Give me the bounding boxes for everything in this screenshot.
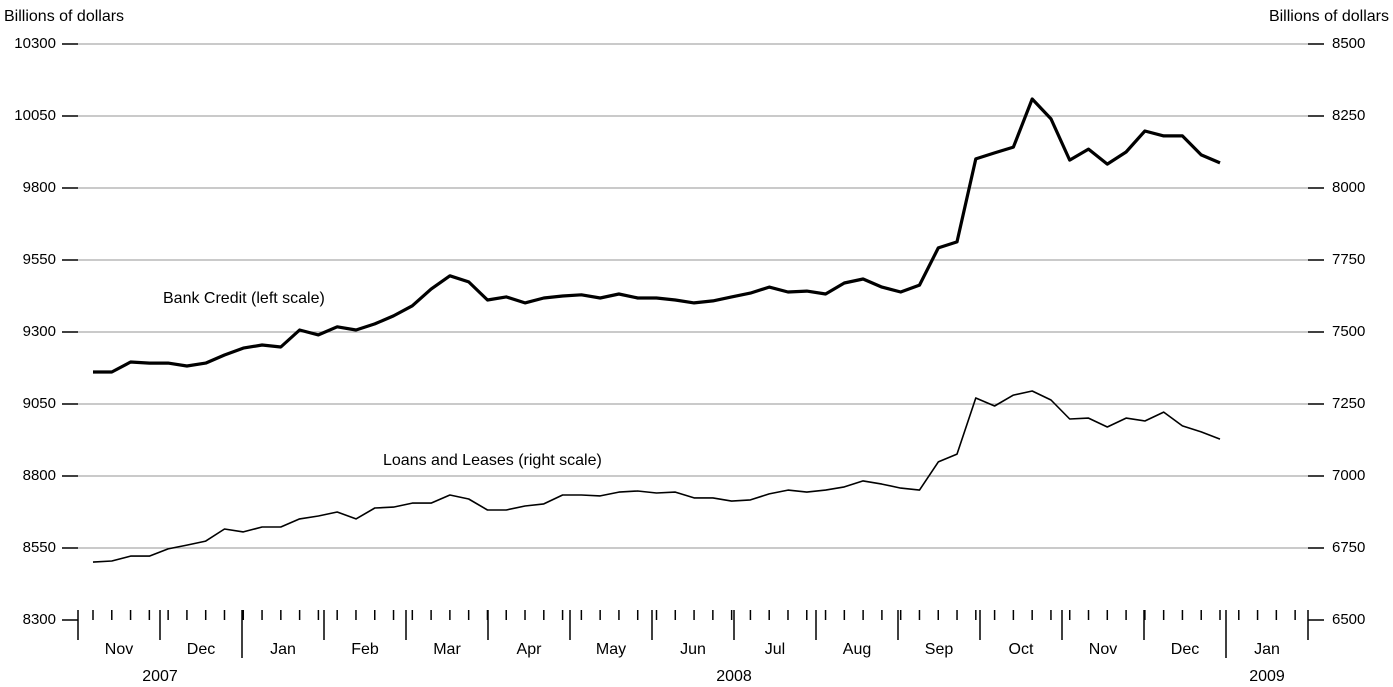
year-label: 2008 (716, 668, 752, 685)
y2-tick-label: 6750 (1332, 539, 1365, 556)
x-tick-label: Apr (517, 641, 543, 658)
y2-tick-label: 8500 (1332, 35, 1365, 52)
y2-tick-label: 7250 (1332, 395, 1365, 412)
y-tick-label: 9550 (23, 251, 56, 268)
x-tick-label: May (596, 641, 626, 658)
x-tick-label: Aug (843, 641, 871, 658)
x-tick-label: Mar (433, 641, 461, 658)
y2-tick-label: 7000 (1332, 467, 1365, 484)
x-tick-label: Oct (1009, 641, 1034, 658)
y2-tick-label: 8000 (1332, 179, 1365, 196)
y-tick-label: 10050 (14, 107, 56, 124)
series-line (93, 97, 1221, 374)
annotation: Loans and Leases (right scale) (383, 452, 602, 469)
y2-tick-label: 7500 (1332, 323, 1365, 340)
y2-tick-label: 7750 (1332, 251, 1365, 268)
y-tick-label: 9800 (23, 179, 56, 196)
y-tick-label: 9050 (23, 395, 56, 412)
y2-axis-label: Billions of dollars (1269, 8, 1389, 25)
x-tick-label: Dec (187, 641, 215, 658)
x-tick-label: Jan (1254, 641, 1280, 658)
x-tick-label: Sep (925, 641, 954, 658)
annotation: Bank Credit (left scale) (163, 290, 325, 307)
y-tick-label: 10300 (14, 35, 56, 52)
y-tick-label: 8300 (23, 611, 56, 628)
y-tick-label: 9300 (23, 323, 56, 340)
x-tick-label: Jul (765, 641, 785, 658)
year-label: 2009 (1249, 668, 1285, 685)
y2-tick-label: 6500 (1332, 611, 1365, 628)
x-tick-label: Jan (270, 641, 296, 658)
x-tick-label: Nov (1089, 641, 1117, 658)
series-line (92, 390, 1221, 563)
y-tick-label: 8550 (23, 539, 56, 556)
y-axis-label: Billions of dollars (4, 8, 124, 25)
x-tick-label: Dec (1171, 641, 1199, 658)
y2-tick-label: 8250 (1332, 107, 1365, 124)
x-tick-label: Jun (680, 641, 706, 658)
year-label: 2007 (142, 668, 178, 685)
x-tick-label: Feb (351, 641, 379, 658)
y-tick-label: 8800 (23, 467, 56, 484)
x-tick-label: Nov (105, 641, 133, 658)
